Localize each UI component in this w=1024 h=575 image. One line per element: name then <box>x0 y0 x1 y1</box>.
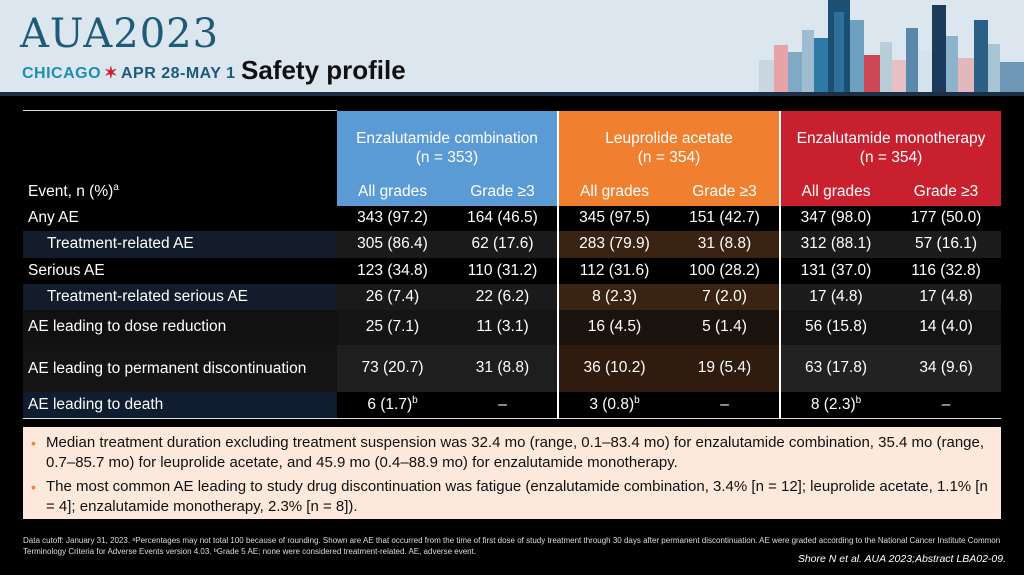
chicago-skyline-icon <box>759 0 1024 92</box>
logo-dates: APR 28-MAY 1 <box>120 65 236 82</box>
list-item: • Median treatment duration excluding tre… <box>31 434 985 471</box>
bullet-icon: • <box>31 435 36 451</box>
table-row: AE leading to dose reduction 25 (7.1) 11… <box>23 309 1002 345</box>
group-header-enzalutamide-monotherapy: Enzalutamide monotherapy (n = 354) <box>779 110 1002 179</box>
aua-logo-subtitle: CHICAGO ✶ APR 28-MAY 1 <box>22 63 235 83</box>
table-row: Serious AE 123 (34.8) 110 (31.2) 112 (31… <box>23 257 1002 284</box>
subheader-grade-3: Grade ≥3 <box>670 178 781 206</box>
citation: Shore N et al. AUA 2023;Abstract LBA02-0… <box>797 553 1006 565</box>
list-item: • The most common AE leading to study dru… <box>31 478 988 515</box>
table-subheader-row: Event, n (%)a All grades Grade ≥3 All gr… <box>23 178 1002 206</box>
table-row: Treatment-related AE 305 (86.4) 62 (17.6… <box>23 230 1002 258</box>
subheader-all-grades: All grades <box>337 178 448 206</box>
slide-title: Safety profile <box>241 55 406 85</box>
logo-city: CHICAGO <box>22 65 102 82</box>
table-row: AE leading to permanent discontinuation … <box>23 344 1002 392</box>
table-row: AE leading to death 6 (1.7)b – 3 (0.8)b … <box>23 391 1002 419</box>
slide-header: AUA2023 CHICAGO ✶ APR 28-MAY 1 Safety prof… <box>0 0 1024 96</box>
subheader-all-grades: All grades <box>557 178 670 206</box>
subheader-all-grades: All grades <box>779 178 892 206</box>
footnote: Data cutoff: January 31, 2023. ᵃPercenta… <box>23 536 1001 556</box>
subheader-grade-3: Grade ≥3 <box>891 178 1002 206</box>
subheader-grade-3: Grade ≥3 <box>448 178 558 206</box>
aua-logo: AUA2023 <box>20 11 220 57</box>
star-icon: ✶ <box>104 65 118 82</box>
bullet-icon: • <box>31 479 36 495</box>
safety-table: Enzalutamide combination (n = 353) Leupr… <box>23 110 1002 419</box>
group-header-enzalutamide-combination: Enzalutamide combination (n = 353) <box>337 110 558 179</box>
table-group-header-row: Enzalutamide combination (n = 353) Leupr… <box>23 110 1002 179</box>
table-row: Any AE 343 (97.2) 164 (46.5) 345 (97.5) … <box>23 205 1002 231</box>
group-header-leuprolide-acetate: Leuprolide acetate (n = 354) <box>556 110 781 179</box>
event-column-header: Event, n (%)a <box>28 181 119 200</box>
table-row: Treatment-related serious AE 26 (7.4) 22… <box>23 283 1002 310</box>
summary-notes: • Median treatment duration excluding tre… <box>23 427 1001 519</box>
header-divider <box>0 92 1024 96</box>
